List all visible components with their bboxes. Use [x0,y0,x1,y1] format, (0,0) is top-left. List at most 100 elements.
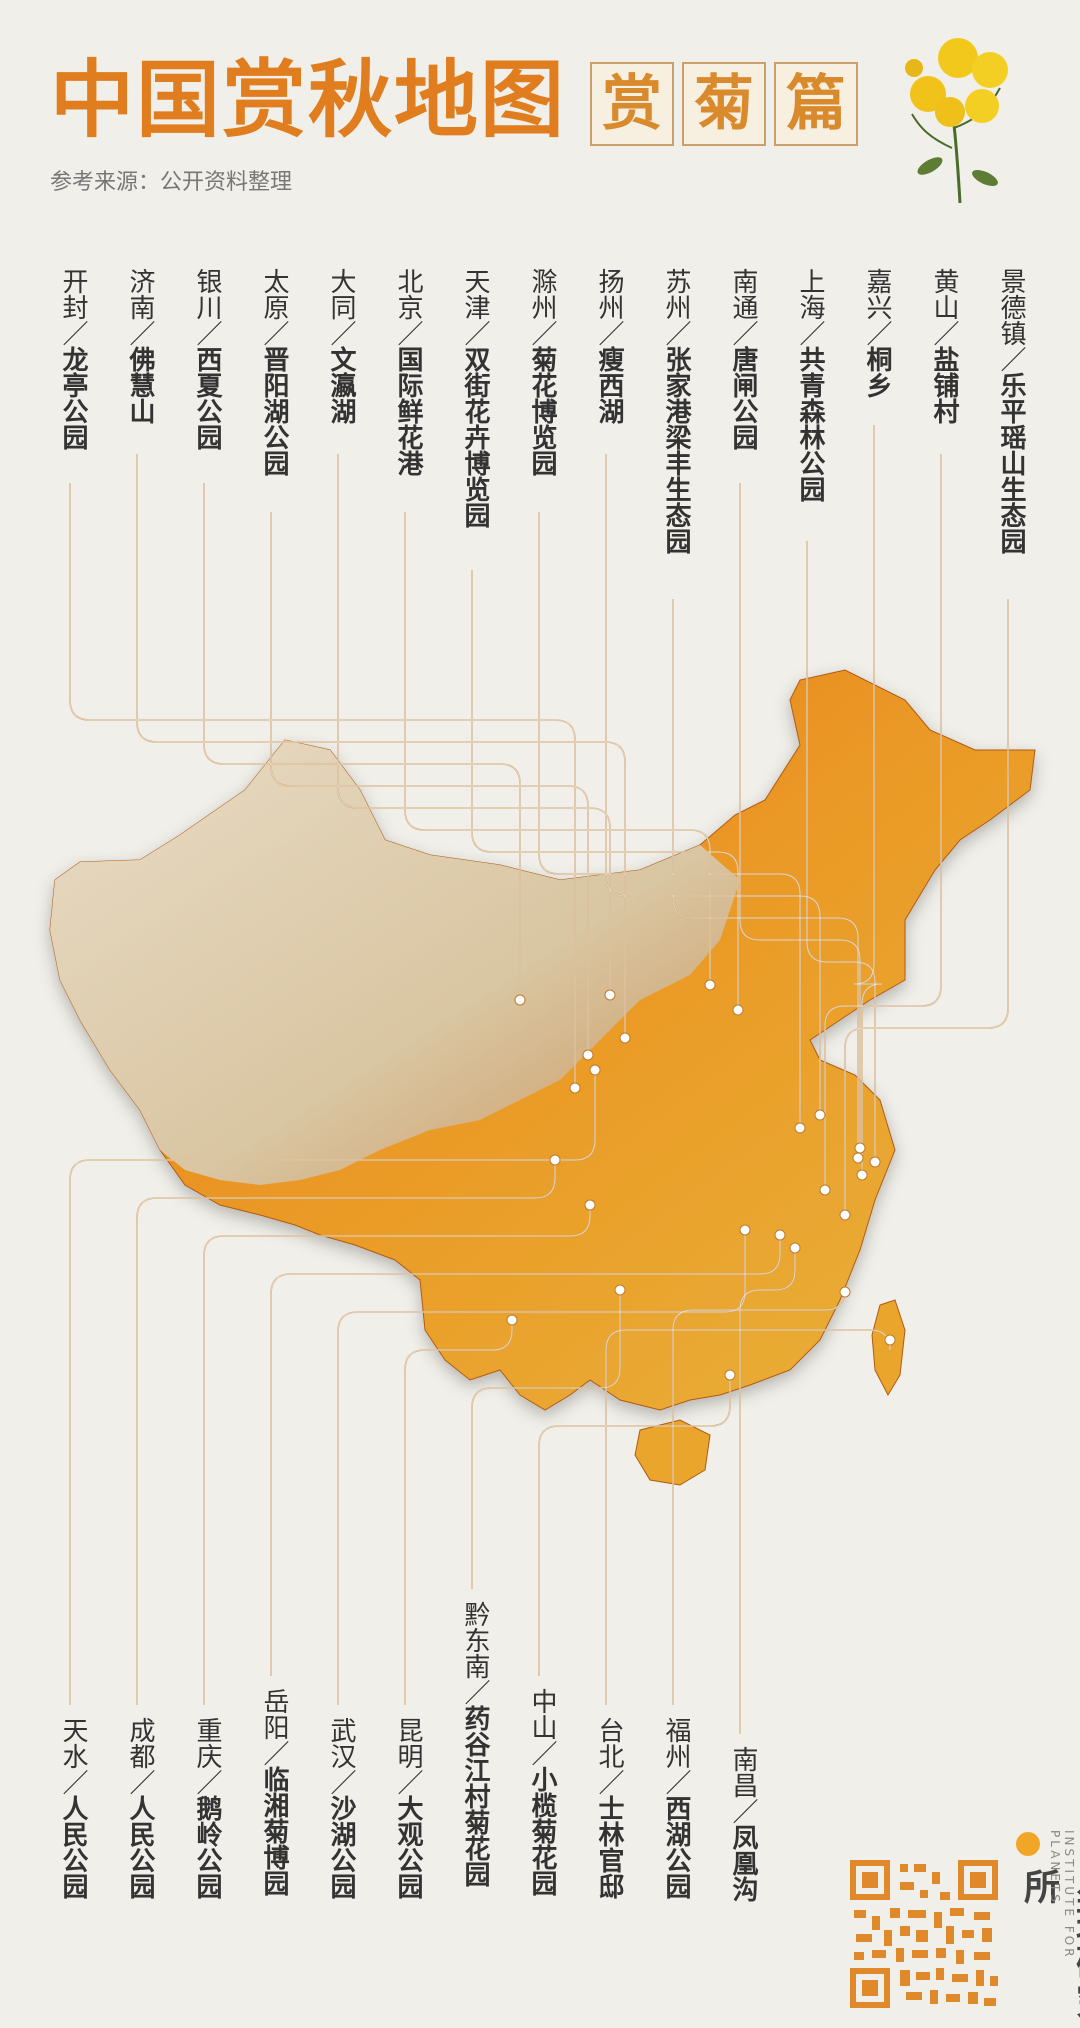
location-dot [852,1152,864,1164]
separator: ／ [996,346,1026,372]
taiwan-island [871,1299,906,1397]
western-plateau [50,740,740,1185]
separator: ／ [795,320,825,346]
city-name: 扬州 [594,268,624,320]
location-label: 福州／西湖公园 [656,1717,691,1899]
place-name: 张家港梁丰生态园 [661,346,691,554]
city-name: 南通 [728,268,758,320]
location-dot [724,1369,736,1381]
location-label: 苏州／张家港梁丰生态园 [656,268,691,554]
connector-line-highlight [739,483,861,1148]
place-name: 双街花卉博览园 [460,346,490,528]
connector-line-highlight [69,483,576,1088]
location-label: 开封／龙亭公园 [53,268,88,450]
location-label: 重庆／鹅岭公园 [187,1717,222,1899]
location-dot [856,1169,868,1181]
connector-line-highlight [853,425,883,1175]
city-name: 济南 [125,268,155,320]
place-name: 西湖公园 [661,1795,691,1899]
location-label: 太原／晋阳湖公园 [254,268,289,476]
city-name: 大同 [326,268,356,320]
separator: ／ [728,1798,758,1824]
separator: ／ [259,1740,289,1766]
brand-name-en: INSTITUTE FOR PLANETS [1048,1830,1076,1960]
city-name: 嘉兴 [862,268,892,320]
connector-line [538,1375,731,1676]
place-name: 人民公园 [58,1795,88,1899]
location-dot [839,1286,851,1298]
place-name: 文瀛湖 [326,346,356,424]
connector-line-highlight [538,512,801,1128]
city-name: 天津 [460,268,490,320]
city-name: 天水 [58,1717,88,1769]
connector-line-highlight [471,570,739,1010]
location-dot [839,1209,851,1221]
location-dot [604,989,616,1001]
separator: ／ [192,1769,222,1795]
connector-line-highlight [806,541,876,1162]
city-name: 太原 [259,268,289,320]
place-name: 小榄菊花园 [527,1766,557,1896]
location-dot [619,1032,631,1044]
location-label: 昆明／大观公园 [388,1717,423,1899]
place-name: 共青森林公园 [795,346,825,502]
location-dot [506,1314,518,1326]
place-name: 药谷江村菊花园 [460,1705,490,1887]
connector-line-highlight [136,1160,556,1705]
city-name: 岳阳 [259,1688,289,1740]
separator: ／ [259,320,289,346]
place-name: 瘦西湖 [594,346,624,424]
separator: ／ [58,1769,88,1795]
separator: ／ [460,1679,490,1705]
place-name: 临湘菊博园 [259,1766,289,1896]
separator: ／ [527,1740,557,1766]
city-name: 台北 [594,1717,624,1769]
separator: ／ [527,320,557,346]
city-name: 景德镇 [996,268,1026,346]
qr-code-icon[interactable] [850,1860,998,2008]
connector-line-highlight [404,1320,513,1705]
location-dot [869,1156,881,1168]
place-name: 西夏公园 [192,346,222,450]
connector-line-highlight [203,1205,591,1705]
location-dot [549,1154,561,1166]
place-name: 晋阳湖公园 [259,346,289,476]
brand-logo-icon [1016,1832,1040,1856]
location-label: 黔东南／药谷江村菊花园 [455,1601,490,1887]
location-label: 岳阳／临湘菊博园 [254,1688,289,1896]
location-label: 武汉／沙湖公园 [321,1717,356,1899]
location-label: 成都／人民公园 [120,1717,155,1899]
location-label: 台北／士林官邸 [589,1717,624,1899]
connector-line-highlight [69,1070,596,1705]
location-label: 中山／小榄菊花园 [522,1688,557,1896]
location-label: 黄山／盐铺村 [924,268,959,424]
location-dot [819,1184,831,1196]
location-dot [582,1049,594,1061]
brand-name: 星球研究所 [1018,1868,1080,2020]
connector-line-highlight [203,483,521,1000]
place-name: 大观公园 [393,1795,423,1899]
city-name: 开封 [58,268,88,320]
location-label: 天水／人民公园 [53,1717,88,1899]
separator: ／ [125,1769,155,1795]
location-dot [854,1142,866,1154]
connector-line-highlight [337,1230,746,1705]
location-dot [584,1199,596,1211]
location-dot [884,1334,896,1346]
location-dot [732,1004,744,1016]
separator: ／ [460,320,490,346]
location-label: 济南／佛慧山 [120,268,155,424]
connector-lines [69,425,1009,1734]
connector-line-highlight [672,1289,846,1705]
city-name: 上海 [795,268,825,320]
separator: ／ [661,320,691,346]
connector-line-highlight [270,1235,781,1676]
place-name: 菊花博览园 [527,346,557,476]
place-name: 鹅岭公园 [192,1795,222,1899]
location-label: 北京／国际鲜花港 [388,268,423,476]
page-title: 中国赏秋地图 [50,51,567,149]
location-dot [794,1122,806,1134]
chrysanthemum-icon [905,38,1008,204]
